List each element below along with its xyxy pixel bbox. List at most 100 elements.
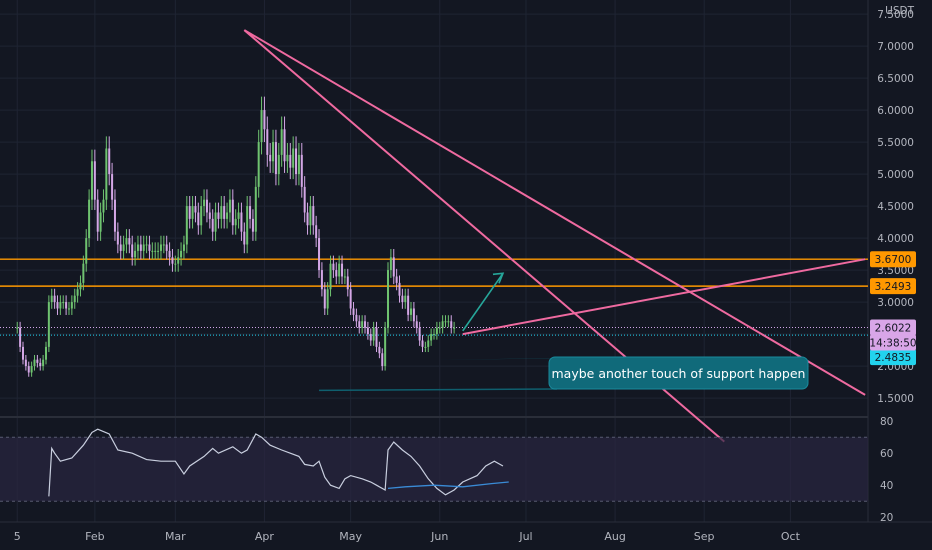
candle-body bbox=[387, 270, 390, 328]
time-tick-label: Sep bbox=[694, 530, 715, 543]
candle-body bbox=[73, 295, 76, 303]
candle-body bbox=[171, 257, 174, 264]
price-tick-label: 3.0000 bbox=[877, 297, 914, 309]
candle-body bbox=[444, 321, 447, 323]
candle-body bbox=[56, 302, 59, 309]
candle-body bbox=[139, 244, 142, 251]
level-tag-label: 3.2493 bbox=[875, 281, 912, 293]
rsi-pane bbox=[0, 428, 868, 502]
candle-body bbox=[297, 154, 300, 175]
candle-body bbox=[349, 289, 352, 309]
rsi-tick-label: 80 bbox=[880, 416, 893, 428]
candle-body bbox=[430, 334, 433, 341]
candle-body bbox=[134, 250, 137, 258]
candle-body bbox=[19, 327, 22, 347]
candle-body bbox=[16, 327, 19, 329]
candle-body bbox=[300, 154, 303, 187]
candle-body bbox=[441, 321, 444, 328]
candle-body bbox=[214, 212, 217, 232]
annotation-box bbox=[548, 356, 809, 390]
time-tick-label: Jul bbox=[518, 530, 532, 543]
candle-body bbox=[283, 129, 286, 162]
candle-body bbox=[277, 154, 280, 175]
candle-body bbox=[39, 362, 42, 367]
candle-body bbox=[191, 206, 194, 219]
candle-body bbox=[36, 359, 39, 363]
candle-body bbox=[99, 212, 102, 232]
candle-body bbox=[65, 302, 68, 309]
candle-body bbox=[50, 295, 53, 303]
candle-body bbox=[346, 276, 349, 290]
time-tick-label: Feb bbox=[85, 530, 104, 543]
candle-body bbox=[208, 212, 211, 219]
candle-body bbox=[180, 250, 183, 258]
candle-body bbox=[318, 238, 321, 271]
candles bbox=[16, 96, 456, 377]
candle-body bbox=[254, 186, 257, 232]
candle-body bbox=[343, 276, 346, 278]
candle-body bbox=[90, 161, 93, 200]
candle-body bbox=[159, 244, 162, 251]
candle-body bbox=[203, 199, 206, 207]
countdown-label: 14:38:50 bbox=[869, 338, 916, 350]
candle-body bbox=[30, 366, 33, 373]
rsi-tick-label: 20 bbox=[880, 512, 893, 524]
candle-body bbox=[128, 238, 131, 245]
candle-body bbox=[418, 327, 421, 341]
candle-body bbox=[93, 161, 96, 200]
candle-body bbox=[47, 302, 50, 347]
candle-body bbox=[162, 244, 165, 246]
candle-body bbox=[53, 295, 56, 303]
candle-body bbox=[85, 238, 88, 264]
price-tick-label: 5.5000 bbox=[877, 137, 914, 149]
candle-body bbox=[392, 257, 395, 277]
trend-line bbox=[462, 258, 866, 336]
candle-body bbox=[421, 340, 424, 347]
candle-body bbox=[96, 199, 99, 232]
candle-body bbox=[240, 212, 243, 232]
candle-body bbox=[263, 110, 266, 130]
candle-body bbox=[62, 302, 65, 304]
candle-body bbox=[234, 218, 237, 226]
candle-body bbox=[157, 250, 160, 252]
candle-body bbox=[427, 340, 430, 347]
candle-body bbox=[438, 327, 441, 329]
candle-body bbox=[197, 212, 200, 226]
candle-body bbox=[24, 359, 27, 367]
candle-body bbox=[251, 218, 254, 232]
candle-body bbox=[404, 295, 407, 303]
candle-body bbox=[369, 334, 372, 341]
candle-body bbox=[257, 142, 260, 187]
time-tick-label: Apr bbox=[255, 530, 275, 543]
candle-body bbox=[188, 206, 191, 219]
level-tag-bg bbox=[870, 278, 916, 295]
candle-body bbox=[185, 206, 188, 245]
rsi-line bbox=[48, 428, 504, 497]
level-tag-bg bbox=[870, 251, 916, 268]
level-tag-bg bbox=[870, 319, 916, 336]
candle-body bbox=[237, 212, 240, 219]
level-tag-label: 2.4835 bbox=[875, 352, 912, 364]
annotation-tail bbox=[319, 388, 558, 392]
candle-body bbox=[70, 302, 73, 309]
candle-body bbox=[182, 244, 185, 251]
candle-body bbox=[266, 129, 269, 155]
candle-body bbox=[154, 250, 157, 252]
candle-body bbox=[228, 199, 231, 213]
horizontal-levels bbox=[0, 258, 868, 336]
candle-body bbox=[119, 244, 122, 251]
level-tag-label: 3.6700 bbox=[875, 254, 912, 266]
candle-body bbox=[289, 154, 292, 168]
candle-body bbox=[292, 148, 295, 168]
candle-body bbox=[125, 238, 128, 245]
candle-body bbox=[372, 327, 375, 341]
annotation[interactable]: maybe another touch of support happen bbox=[319, 356, 809, 392]
price-tick-label: 6.0000 bbox=[877, 105, 914, 117]
currency-label: USDT bbox=[885, 5, 914, 17]
candle-body bbox=[148, 244, 151, 251]
candle-body bbox=[272, 142, 275, 162]
level-tag-bg bbox=[870, 349, 916, 366]
time-tick-label: Jun bbox=[430, 530, 448, 543]
candle-body bbox=[211, 218, 214, 232]
